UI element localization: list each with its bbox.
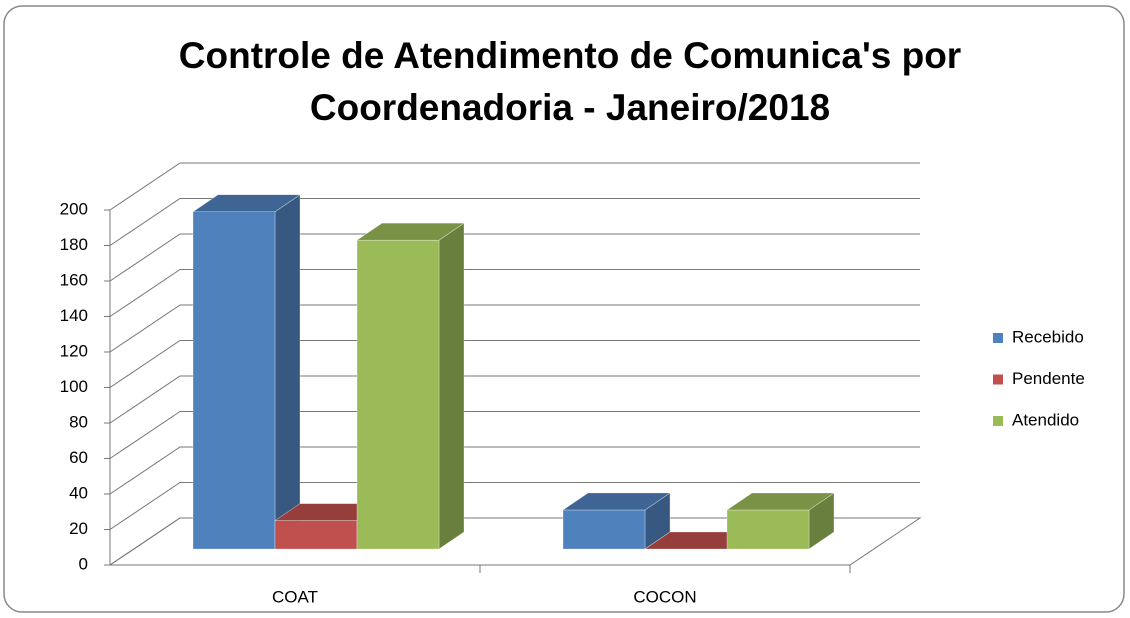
y-tick-label: 0 bbox=[79, 554, 88, 573]
bar bbox=[562, 492, 671, 550]
x-tick-label: COAT bbox=[272, 587, 318, 606]
grid-line bbox=[109, 517, 920, 566]
legend-label: Pendente bbox=[1012, 369, 1085, 388]
bar bbox=[726, 492, 835, 550]
bar-front bbox=[726, 509, 810, 550]
bar-side bbox=[274, 194, 301, 550]
bar-front bbox=[356, 239, 440, 550]
legend-label: Recebido bbox=[1012, 327, 1084, 346]
y-tick-label: 120 bbox=[60, 341, 88, 360]
grid-line bbox=[109, 375, 920, 424]
y-tick-label: 60 bbox=[69, 448, 88, 467]
legend-swatch bbox=[993, 374, 1003, 385]
bar bbox=[192, 194, 301, 550]
bar-front bbox=[192, 211, 276, 550]
x-tick-label: COCON bbox=[633, 587, 696, 606]
bar-front bbox=[562, 509, 646, 550]
y-tick-label: 80 bbox=[69, 412, 88, 431]
grid-line bbox=[109, 233, 920, 282]
y-tick-label: 140 bbox=[60, 306, 88, 325]
bar-top bbox=[726, 492, 835, 511]
legend-swatch bbox=[993, 333, 1003, 343]
grid-line bbox=[109, 269, 920, 317]
y-tick-label: 100 bbox=[60, 377, 88, 396]
chart-title: Controle de Atendimento de Comunica's po… bbox=[178, 35, 962, 128]
legend-label: Atendido bbox=[1012, 410, 1079, 429]
bar-top bbox=[562, 492, 671, 511]
bar bbox=[356, 222, 465, 550]
bar bbox=[644, 531, 753, 550]
grid-line bbox=[109, 340, 920, 388]
grid-line bbox=[109, 482, 920, 530]
bar-side bbox=[438, 222, 465, 550]
y-tick-label: 180 bbox=[60, 235, 88, 254]
grid-line bbox=[109, 162, 920, 211]
bar-top bbox=[356, 222, 465, 241]
y-tick-label: 40 bbox=[69, 483, 88, 502]
y-tick-label: 200 bbox=[60, 199, 88, 218]
grid-line bbox=[109, 446, 920, 495]
bar-top bbox=[192, 194, 301, 213]
grid-line bbox=[109, 411, 920, 459]
grid-line bbox=[109, 198, 920, 246]
legend-swatch bbox=[993, 416, 1003, 426]
y-tick-label: 20 bbox=[69, 519, 88, 538]
bar-front bbox=[274, 520, 358, 550]
grid-line bbox=[109, 304, 920, 353]
y-tick-label: 160 bbox=[60, 270, 88, 289]
